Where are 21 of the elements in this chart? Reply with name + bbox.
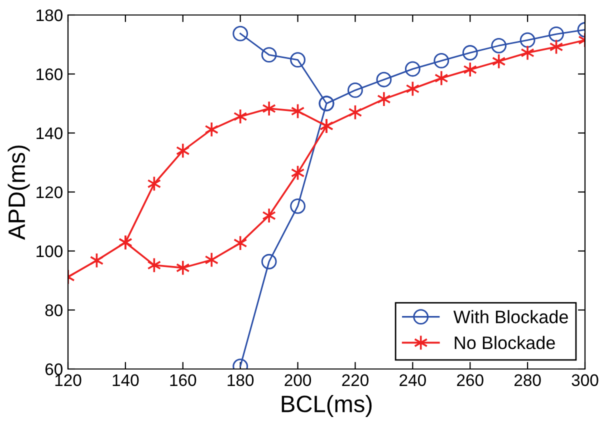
x-tick-label: 260: [457, 374, 484, 386]
x-tick-label: 200: [284, 374, 312, 386]
x-tick-label: 140: [112, 374, 139, 386]
y-tick-label: 160: [36, 68, 62, 80]
y-tick-label: 180: [36, 9, 62, 22]
x-tick-label: 120: [55, 374, 82, 386]
legend-label: No Blockade: [454, 336, 555, 350]
x-tick-label: 180: [228, 374, 254, 386]
y-axis-title: APD(ms): [8, 146, 30, 240]
x-tick-label: 280: [514, 374, 541, 386]
y-tick-label: 120: [36, 186, 62, 198]
y-tick-label: 60: [45, 363, 62, 376]
x-tick-label: 300: [572, 374, 598, 386]
y-tick-label: 100: [36, 245, 62, 258]
x-tick-label: 220: [342, 374, 368, 386]
x-axis-title: BCL(ms): [282, 394, 372, 417]
x-tick-label: 160: [170, 374, 196, 386]
y-tick-label: 80: [45, 304, 62, 316]
x-tick-label: 240: [400, 374, 426, 386]
legend-label: With Blockade: [453, 310, 568, 324]
y-tick-label: 140: [36, 127, 62, 140]
